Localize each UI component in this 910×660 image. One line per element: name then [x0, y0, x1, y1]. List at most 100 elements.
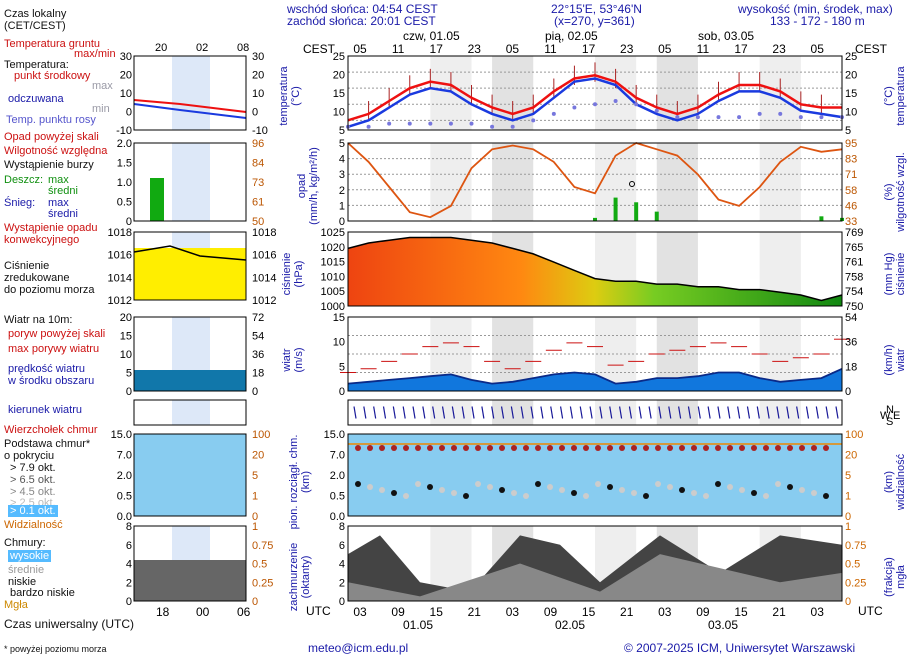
legend-midpoint: punkt środkowy [14, 70, 91, 82]
wind-speed-line [347, 367, 843, 385]
tick-left: 5 [339, 138, 345, 150]
mini-tick-left: 0.0 [117, 511, 132, 523]
cloud-top-dot [715, 445, 721, 451]
sunset-text: zachód słońca: 20:01 CEST [287, 14, 436, 28]
utc-right: UTC [858, 604, 883, 618]
wind-arrow [559, 406, 564, 419]
cloud-base-dot [535, 481, 541, 487]
tick-right: 71 [845, 169, 857, 181]
legend-rain-max: max [48, 174, 69, 186]
legend-humidity: Wilgotność względna [4, 145, 108, 157]
hour-cest-label: 17 [734, 42, 748, 56]
wind-arrow [697, 406, 701, 419]
cloud-top-dot [727, 445, 733, 451]
cloud-base-dot [571, 490, 577, 496]
axis-press-right: (mm Hg) ciśnienie [883, 252, 907, 296]
tick-right: 83 [845, 154, 857, 166]
legend-snow: Śnieg: [4, 197, 36, 209]
day-band [759, 143, 801, 221]
panel-border-wind [347, 316, 843, 392]
legend-precip-above: Opad powyżej skali [4, 131, 99, 143]
cloud-base-dot [379, 487, 385, 493]
mini-pressure-fill [134, 248, 246, 300]
tick-left: 25 [333, 51, 345, 63]
wind-arrow [609, 406, 613, 419]
day-label-2: pią, 02.05 [545, 29, 598, 43]
mini-tick-right: 96 [252, 138, 264, 150]
dew-point-dot [469, 121, 474, 126]
hour-utc-label: 09 [391, 605, 405, 619]
cloud-base-dot [643, 493, 649, 499]
tick-right: 1 [845, 491, 851, 503]
cloud-base-dot [619, 487, 625, 493]
tick-right: 33 [845, 216, 857, 228]
hour-utc-label: 15 [734, 605, 748, 619]
cloud-base-dot [739, 487, 745, 493]
legend-clouds: Chmury: [4, 537, 46, 549]
dew-point-dot [737, 115, 742, 120]
precip-bar [613, 197, 618, 221]
cloud-base-dot [727, 484, 733, 490]
cloud-top-dot [511, 445, 517, 451]
mini-tick-right: 61 [252, 197, 264, 209]
mid-cloud-area [348, 554, 842, 601]
mini-tick-left: 0 [126, 216, 132, 228]
wind-arrow [687, 406, 692, 419]
cloud-top-dot [787, 445, 793, 451]
cloud-base-dot [427, 484, 433, 490]
tick-right: 15 [845, 88, 857, 100]
mini-tick-right: 100 [252, 429, 270, 441]
cloud-base-dot [655, 481, 661, 487]
mini-tick-left: 1012 [108, 295, 132, 307]
mini-tick-right: 0 [252, 107, 258, 119]
cloud-top-dot [463, 445, 469, 451]
dew-point-dot [778, 111, 783, 116]
cloud-base-dot [703, 493, 709, 499]
cloud-base-dot [559, 487, 565, 493]
wind-arrow [805, 406, 810, 419]
mini-border [133, 525, 247, 602]
day-band [595, 400, 637, 425]
dew-point-dot [531, 118, 536, 123]
mini-tick-right: 20 [252, 450, 264, 462]
tick-right: 10 [845, 107, 857, 119]
mini-tick-right: 0 [252, 511, 258, 523]
wind-arrow [550, 406, 554, 419]
mini-tick-right: 5 [252, 470, 258, 482]
tick-left: 10 [333, 107, 345, 119]
panel-border-press [347, 231, 843, 307]
legend-wind-speed: prędkość wiatru w środku obszaru [8, 363, 95, 387]
mini-rain-bar [150, 178, 164, 221]
dew-point-dot [366, 124, 371, 129]
wind-arrow [619, 406, 623, 419]
mini-tick-left: 20 [120, 70, 132, 82]
legend-okt-45: > 4.5 okt. [10, 486, 56, 498]
coords-text: 22°15'E, 53°46'N [551, 2, 642, 16]
mini-tick-right: 1012 [252, 295, 276, 307]
height-label: wysokość (min, środek, max) [738, 2, 893, 16]
cloud-top-dot [583, 445, 589, 451]
wind-arrow [766, 406, 770, 419]
mini-night [172, 56, 210, 130]
wind-arrow [628, 406, 633, 419]
cloud-base-dot [715, 481, 721, 487]
cloud-top-dot [595, 445, 601, 451]
tick-right: 36 [845, 337, 857, 349]
tick-right: 54 [845, 312, 857, 324]
tick-right: 754 [845, 286, 863, 298]
wind-arrow [461, 406, 465, 419]
cloud-top-dot [751, 445, 757, 451]
legend-conv-precip: Wystąpienie opadu konwekcyjnego [4, 222, 98, 246]
tick-left: 0 [339, 216, 345, 228]
mini-tick-right: 0.75 [252, 540, 273, 552]
precip-bar [819, 216, 824, 221]
wind-arrow [491, 406, 495, 419]
mini-night [172, 143, 210, 221]
contact-email[interactable]: meteo@icm.edu.pl [308, 641, 409, 655]
axis-temp-left: temperatura (°C) [278, 66, 302, 126]
hour-cest-label: 17 [582, 42, 596, 56]
legend-high: wysokie [8, 550, 52, 562]
tick-right: 769 [845, 227, 863, 239]
mini-tick-right: 72 [252, 312, 264, 324]
tick-right: 5 [845, 125, 851, 137]
